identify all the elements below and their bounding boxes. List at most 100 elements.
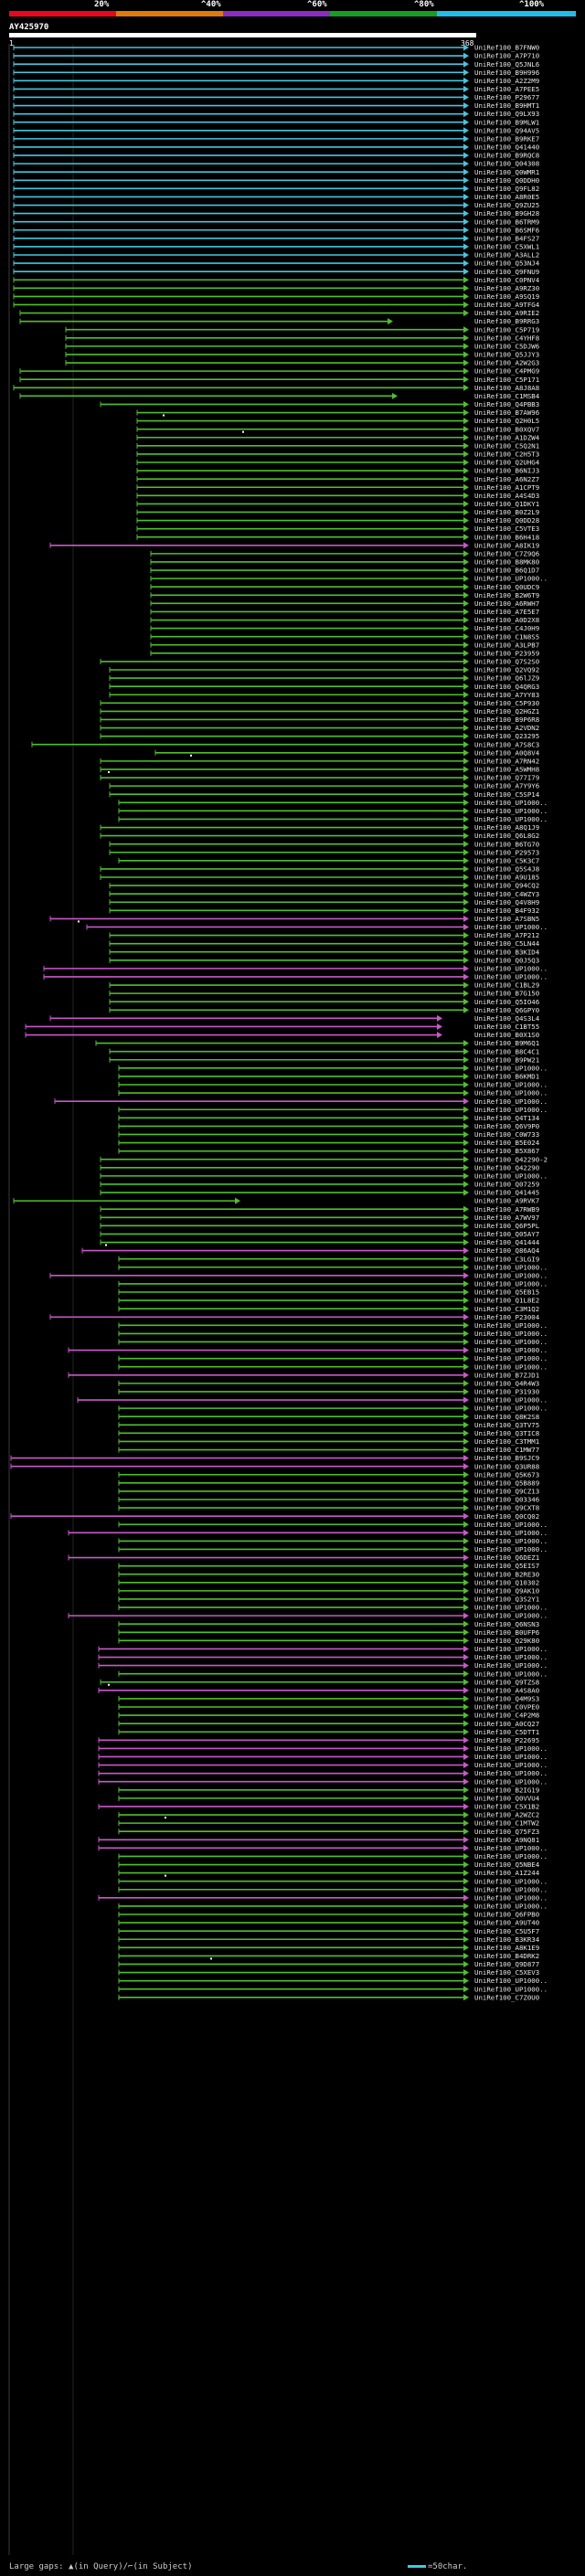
hit-row[interactable]: UniRef100_B2RE30 [118, 1570, 539, 1578]
hit-row[interactable]: UniRef100_C5LN44 [109, 939, 540, 948]
hit-row[interactable]: UniRef100_Q07259 [100, 1181, 539, 1189]
hit-label[interactable]: UniRef100_Q0DD28 [474, 516, 539, 525]
hit-row[interactable]: UniRef100_Q41445 [100, 1189, 539, 1197]
hit-row[interactable]: UniRef100_A6N2Z7 [136, 475, 539, 483]
hit-label[interactable]: UniRef100_Q6NSN3 [474, 1620, 539, 1628]
hit-row[interactable]: UniRef100_B6NIJ3 [136, 467, 539, 475]
hit-row[interactable]: UniRef100_Q5EB15 [118, 1288, 539, 1297]
hit-label[interactable]: UniRef100_UP1000.. [474, 1769, 548, 1777]
hit-label[interactable]: UniRef100_B9RQC8 [474, 152, 539, 160]
hit-label[interactable]: UniRef100_UP1000.. [474, 1106, 548, 1114]
hit-row[interactable]: UniRef100_A0CQ27 [118, 1720, 539, 1728]
hit-label[interactable]: UniRef100_C4PMG9 [474, 367, 539, 376]
hit-row[interactable]: UniRef100_B4FS27 [13, 234, 539, 242]
hit-row[interactable]: UniRef100_C0VPE0 [118, 1703, 539, 1712]
hit-row[interactable]: UniRef100_Q4R4W3 [118, 1379, 539, 1387]
hit-row[interactable]: UniRef100_B4DRK2 [118, 1952, 539, 1960]
hit-label[interactable]: UniRef100_A9U185 [474, 874, 539, 882]
hit-label[interactable]: UniRef100_B0XQV7 [474, 425, 539, 433]
hit-row[interactable]: UniRef100_Q4S3L4 [49, 1014, 540, 1023]
hit-row[interactable]: UniRef100_B8C4C1 [109, 1047, 539, 1055]
hit-label[interactable]: UniRef100_UP1000.. [474, 1521, 548, 1529]
hit-row[interactable]: UniRef100_B9PW21 [109, 1055, 539, 1064]
hit-label[interactable]: UniRef100_Q9D877 [474, 1960, 539, 1968]
hit-label[interactable]: UniRef100_A6RWH7 [474, 599, 539, 608]
hit-label[interactable]: UniRef100_UP1000.. [474, 1670, 548, 1678]
hit-label[interactable]: UniRef100_UP1000.. [474, 1537, 548, 1545]
hit-label[interactable]: UniRef100_Q53NJ4 [474, 260, 540, 268]
hit-label[interactable]: UniRef100_UP1000.. [474, 1877, 548, 1885]
hit-row[interactable]: UniRef100_UP1000.. [118, 807, 548, 815]
hit-label[interactable]: UniRef100_C5DTT1 [474, 1728, 539, 1736]
hit-label[interactable]: UniRef100_Q9AK10 [474, 1586, 539, 1595]
hit-row[interactable]: UniRef100_B7ZJD1 [68, 1371, 539, 1379]
hit-row[interactable]: UniRef100_A7P212 [109, 931, 539, 939]
hit-row[interactable]: UniRef100_Q75FZ3 [118, 1828, 539, 1836]
hit-row[interactable]: UniRef100_C4PMG9 [19, 367, 539, 376]
hit-row[interactable]: UniRef100_Q6DEZ1 [68, 1553, 539, 1562]
hit-row[interactable]: UniRef100_C5P171 [19, 376, 539, 384]
hit-label[interactable]: UniRef100_Q94CQ2 [474, 882, 539, 890]
hit-row[interactable]: UniRef100_UP1000.. [118, 1903, 548, 1911]
hit-label[interactable]: UniRef100_B7FNW0 [474, 44, 539, 52]
hit-row[interactable]: UniRef100_UP1000.. [68, 1529, 548, 1537]
hit-row[interactable]: UniRef100_Q1L8E2 [118, 1297, 539, 1305]
hit-row[interactable]: UniRef100_UP1000.. [118, 1852, 548, 1860]
hit-row[interactable]: UniRef100_B7G150 [109, 990, 539, 998]
hit-row[interactable]: UniRef100_UP1000.. [118, 799, 548, 807]
hit-row[interactable]: UniRef100_A2VDN2 [100, 724, 539, 732]
hit-row[interactable]: UniRef100_A3LPB7 [150, 641, 539, 649]
hit-row[interactable]: UniRef100_UP1000.. [118, 1280, 548, 1288]
hit-row[interactable]: UniRef100_A1CPT9 [136, 483, 539, 492]
hit-row[interactable]: UniRef100_UP1000.. [118, 1106, 548, 1114]
hit-row[interactable]: UniRef100_C1MSB4 [19, 392, 540, 400]
hit-row[interactable]: UniRef100_C4WZY3 [109, 890, 539, 898]
hit-label[interactable]: UniRef100_C5VTE3 [474, 525, 539, 533]
hit-label[interactable]: UniRef100_B6TG70 [474, 840, 539, 848]
hit-label[interactable]: UniRef100_Q41444 [474, 1238, 540, 1246]
hit-label[interactable]: UniRef100_UP1000.. [474, 1885, 548, 1893]
hit-label[interactable]: UniRef100_B3KR34 [474, 1935, 540, 1944]
hit-label[interactable]: UniRef100_B6KMD1 [474, 1073, 539, 1081]
hit-row[interactable]: UniRef100_Q4T134 [118, 1114, 540, 1122]
hit-row[interactable]: UniRef100_UP1000.. [98, 1744, 548, 1753]
hit-row[interactable]: UniRef100_A1DZW4 [136, 433, 540, 441]
hit-label[interactable]: UniRef100_C5Q2N1 [474, 441, 539, 450]
hit-label[interactable]: UniRef100_A8IK19 [474, 541, 539, 549]
hit-label[interactable]: UniRef100_UP1000.. [474, 1321, 548, 1330]
hit-row[interactable]: UniRef100_B0X1S0 [25, 1031, 539, 1039]
hit-row[interactable]: UniRef100_B6TG70 [109, 840, 539, 848]
hit-label[interactable]: UniRef100_Q6DEZ1 [474, 1553, 539, 1562]
hit-label[interactable]: UniRef100_Q42290-2 [474, 1155, 548, 1163]
hit-row[interactable]: UniRef100_UP1000.. [150, 575, 548, 583]
hit-label[interactable]: UniRef100_Q2UHG4 [474, 459, 540, 467]
hit-row[interactable]: UniRef100_B9P6R8 [100, 716, 539, 724]
hit-label[interactable]: UniRef100_B9PW21 [474, 1055, 539, 1064]
hit-row[interactable]: UniRef100_B8MK80 [150, 558, 539, 567]
hit-row[interactable]: UniRef100_UP1000.. [118, 1537, 548, 1545]
hit-label[interactable]: UniRef100_B8MK80 [474, 558, 539, 567]
hit-label[interactable]: UniRef100_Q23295 [474, 732, 539, 740]
hit-row[interactable]: UniRef100_A7E5E7 [150, 608, 539, 616]
hit-label[interactable]: UniRef100_A2W2G3 [474, 359, 539, 367]
hit-label[interactable]: UniRef100_A9TFG4 [474, 301, 540, 309]
hit-row[interactable]: UniRef100_Q2HGZ1 [100, 707, 539, 716]
hit-row[interactable]: UniRef100_Q9CZ13 [118, 1488, 539, 1496]
hit-label[interactable]: UniRef100_UP1000.. [474, 1338, 548, 1346]
hit-label[interactable]: UniRef100_C3M1Q2 [474, 1305, 539, 1313]
hit-label[interactable]: UniRef100_UP1000.. [474, 1280, 548, 1288]
hit-row[interactable]: UniRef100_B5X867 [118, 1147, 539, 1155]
hit-row[interactable]: UniRef100_Q1DKY1 [136, 500, 539, 508]
hit-label[interactable]: UniRef100_UP1000.. [474, 1604, 548, 1612]
hit-label[interactable]: UniRef100_C1BT55 [474, 1023, 539, 1031]
hit-label[interactable]: UniRef100_UP1000.. [474, 807, 548, 815]
hit-row[interactable]: UniRef100_C1N8S5 [150, 632, 539, 641]
hit-row[interactable]: UniRef100_A8K1E9 [118, 1944, 539, 1952]
hit-row[interactable]: UniRef100_A9U185 [100, 874, 539, 882]
hit-row[interactable]: UniRef100_A4S4D3 [136, 492, 539, 500]
hit-label[interactable]: UniRef100_Q5EB15 [474, 1288, 539, 1297]
hit-label[interactable]: UniRef100_UP1000.. [474, 1852, 548, 1860]
hit-row[interactable]: UniRef100_Q03346 [118, 1496, 539, 1504]
hit-label[interactable]: UniRef100_Q0UDC9 [474, 583, 539, 591]
hit-row[interactable]: UniRef100_B6H418 [136, 533, 539, 541]
